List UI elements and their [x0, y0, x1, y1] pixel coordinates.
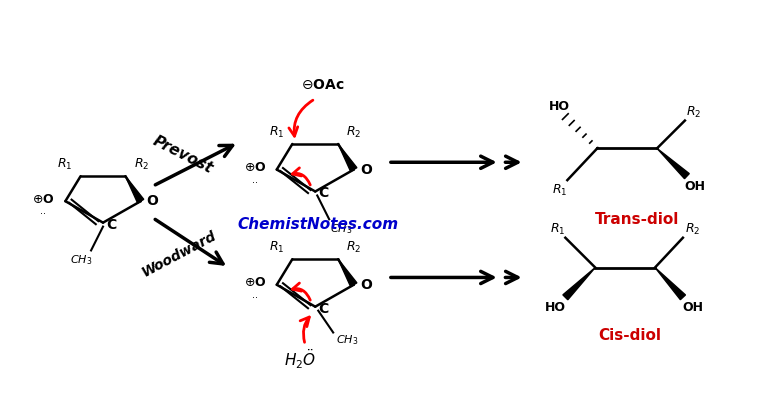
Text: O: O	[359, 278, 372, 292]
Text: $CH_3$: $CH_3$	[336, 334, 359, 348]
Text: C: C	[318, 186, 329, 200]
Text: $R_1$: $R_1$	[57, 157, 72, 172]
Text: $R_2$: $R_2$	[134, 157, 149, 172]
Text: $R_2$: $R_2$	[346, 240, 362, 255]
Text: $R_1$: $R_1$	[550, 222, 565, 237]
Text: $R_2$: $R_2$	[685, 222, 700, 237]
Text: $R_2$: $R_2$	[687, 105, 701, 120]
Text: $R_1$: $R_1$	[551, 182, 567, 198]
Text: $\ominus$OAc: $\ominus$OAc	[302, 78, 345, 92]
Text: Trans-diol: Trans-diol	[595, 212, 679, 227]
Text: ..: ..	[252, 174, 258, 184]
Text: $\oplus$O: $\oplus$O	[32, 193, 55, 206]
Text: $R_1$: $R_1$	[269, 240, 284, 255]
Polygon shape	[657, 148, 689, 179]
Text: $\oplus$O: $\oplus$O	[243, 276, 266, 289]
Text: O: O	[359, 162, 372, 177]
Text: $R_2$: $R_2$	[346, 124, 362, 140]
Polygon shape	[655, 267, 686, 300]
Text: $CH_3$: $CH_3$	[330, 222, 353, 236]
Text: HO: HO	[545, 301, 566, 314]
Text: C: C	[318, 302, 329, 316]
Text: ..: ..	[41, 206, 46, 216]
Polygon shape	[338, 259, 357, 286]
Text: Prevost: Prevost	[151, 134, 215, 177]
Text: $R_1$: $R_1$	[269, 124, 284, 140]
Text: HO: HO	[549, 100, 570, 113]
Text: $CH_3$: $CH_3$	[70, 253, 92, 267]
Polygon shape	[125, 176, 144, 203]
Text: Cis-diol: Cis-diol	[598, 328, 661, 343]
Text: $\oplus$O: $\oplus$O	[243, 161, 266, 174]
Text: $H_2\ddot{O}$: $H_2\ddot{O}$	[284, 347, 316, 371]
Text: OH: OH	[684, 180, 705, 193]
Text: ChemistNotes.com: ChemistNotes.com	[237, 217, 399, 232]
Polygon shape	[563, 267, 595, 300]
Text: OH: OH	[683, 301, 703, 314]
Polygon shape	[338, 144, 357, 172]
Text: ..: ..	[252, 290, 258, 300]
Text: Woodward: Woodward	[139, 229, 218, 280]
Text: O: O	[147, 194, 158, 208]
Text: C: C	[106, 217, 116, 232]
